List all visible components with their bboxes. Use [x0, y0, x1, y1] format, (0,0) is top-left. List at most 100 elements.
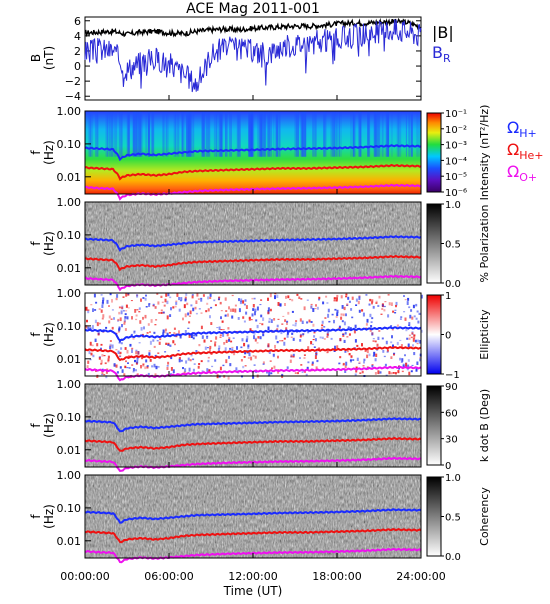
- ellipticity-pixel: [273, 365, 276, 369]
- intensity-streak: [259, 111, 263, 157]
- ellipticity-pixel: [202, 294, 205, 297]
- ellipticity-pixel: [365, 323, 368, 326]
- ellipticity-pixel: [420, 294, 423, 299]
- ellipticity-pixel: [134, 359, 136, 363]
- intensity-streak: [152, 111, 155, 157]
- ellipticity-pixel: [270, 319, 273, 323]
- ellipticity-pixel: [312, 343, 314, 345]
- ellipticity-pixel: [365, 294, 368, 296]
- intensity-streak: [416, 111, 419, 157]
- intensity-streak: [173, 111, 177, 157]
- ellipticity-pixel: [178, 297, 181, 301]
- intensity-streak: [339, 111, 342, 157]
- ellipticity-pixel: [218, 326, 221, 330]
- freq-ylabel: f: [29, 423, 43, 428]
- intensity-streak: [236, 111, 240, 157]
- ellipticity-pixel: [277, 302, 280, 306]
- bfield-tick-label: −4: [65, 90, 81, 103]
- intensity-streak: [135, 111, 137, 157]
- ellipticity-pixel: [206, 368, 209, 372]
- ellipticity-pixel: [117, 320, 119, 322]
- ellipticity-pixel: [124, 365, 127, 369]
- ellipticity-pixel: [120, 347, 123, 350]
- ellipticity-pixel: [164, 298, 167, 303]
- intensity-streak: [405, 111, 407, 157]
- ellipticity-pixel: [276, 294, 279, 298]
- intensity-streak: [259, 111, 262, 157]
- ellipticity-pixel: [270, 372, 273, 375]
- intensity-streak: [151, 111, 154, 157]
- ellipticity-pixel: [92, 354, 95, 358]
- gyro-line-omega_he: [84, 163, 422, 181]
- ellipticity-pixel: [141, 356, 144, 360]
- intensity-streak: [189, 111, 192, 157]
- intensity-streak: [272, 111, 275, 157]
- ellipticity-pixel: [253, 297, 256, 300]
- polarization-noise: [85, 202, 421, 285]
- ellipticity-pixel: [348, 353, 351, 356]
- ellipticity-pixel: [408, 306, 411, 309]
- ellipticity-pixel: [119, 355, 121, 358]
- ellipticity-pixel: [331, 313, 334, 316]
- ellipticity-pixel: [369, 313, 372, 318]
- colorbar-tick-label: 10⁻⁶: [445, 188, 467, 199]
- ellipticity-pixel: [394, 309, 397, 311]
- ellipticity-pixel: [113, 363, 116, 367]
- ellipticity-pixel: [177, 350, 180, 352]
- ellipticity-pixel: [197, 365, 200, 369]
- intensity-streak: [373, 111, 376, 157]
- ellipticity-pixel: [102, 300, 104, 304]
- gyro-label-base: Ω: [507, 118, 519, 137]
- ellipticity-pixel: [135, 349, 138, 352]
- ellipticity-pixel: [312, 308, 315, 312]
- ellipticity-pixel: [358, 362, 361, 364]
- ellipticity-pixel: [402, 363, 405, 366]
- ellipticity-pixel: [380, 313, 383, 315]
- ellipticity-pixel: [107, 355, 110, 359]
- ellipticity-pixel: [343, 321, 346, 326]
- intensity-streak: [248, 111, 251, 157]
- ellipticity-pixel: [296, 293, 299, 296]
- ellipticity-pixel: [268, 371, 271, 376]
- ellipticity-pixel: [158, 312, 161, 314]
- bfield-tick-label: 6: [74, 15, 81, 28]
- ellipticity-pixel: [300, 298, 303, 300]
- ellipticity-pixel: [162, 311, 165, 314]
- ellipticity-pixel: [180, 359, 183, 362]
- kdotb-noise: [85, 384, 421, 467]
- ellipticity-pixel: [136, 373, 139, 375]
- ellipticity-pixel: [372, 355, 375, 357]
- ellipticity-pixel: [88, 350, 91, 355]
- ellipticity-pixel: [109, 346, 112, 349]
- intensity-streak: [216, 111, 218, 157]
- ellipticity-pixel: [214, 359, 217, 362]
- ellipticity-pixel: [333, 319, 335, 324]
- ellipticity-pixel: [253, 335, 255, 340]
- gyro-line-omega_he: [84, 528, 422, 544]
- ellipticity-pixel: [187, 312, 190, 316]
- ellipticity-pixel: [145, 294, 147, 297]
- ellipticity-pixel: [369, 298, 372, 302]
- time-tick-label: 06:00:00: [144, 570, 193, 583]
- intensity-streak: [267, 111, 270, 157]
- freq-tick-label: 0.01: [57, 262, 82, 275]
- ellipticity-pixel: [344, 350, 347, 353]
- intensity-streak: [377, 111, 380, 157]
- ellipticity-pixel: [103, 355, 106, 357]
- ellipticity-pixel: [313, 346, 316, 348]
- panel-intensity: 1.00 0.10 0.01 f (Hz) 10⁻¹ 10⁻² 10⁻³ 10⁻⁴ 10⁻⁵ 10⁻…: [29, 105, 544, 201]
- intensity-streak: [259, 111, 262, 157]
- ellipticity-pixel: [156, 340, 159, 342]
- ellipticity-pixel: [407, 297, 410, 301]
- intensity-streak: [374, 111, 377, 157]
- ellipticity-pixel: [136, 309, 139, 311]
- ellipticity-pixel: [300, 333, 302, 336]
- ellipticity-pixel: [107, 358, 110, 362]
- ellipticity-pixel: [314, 338, 317, 342]
- intensity-streak: [187, 111, 189, 157]
- ellipticity-pixel: [166, 332, 169, 335]
- ellipticity-pixel: [160, 309, 163, 312]
- intensity-streak: [216, 111, 218, 157]
- ellipticity-pixel: [224, 315, 227, 317]
- ellipticity-pixel: [106, 299, 109, 304]
